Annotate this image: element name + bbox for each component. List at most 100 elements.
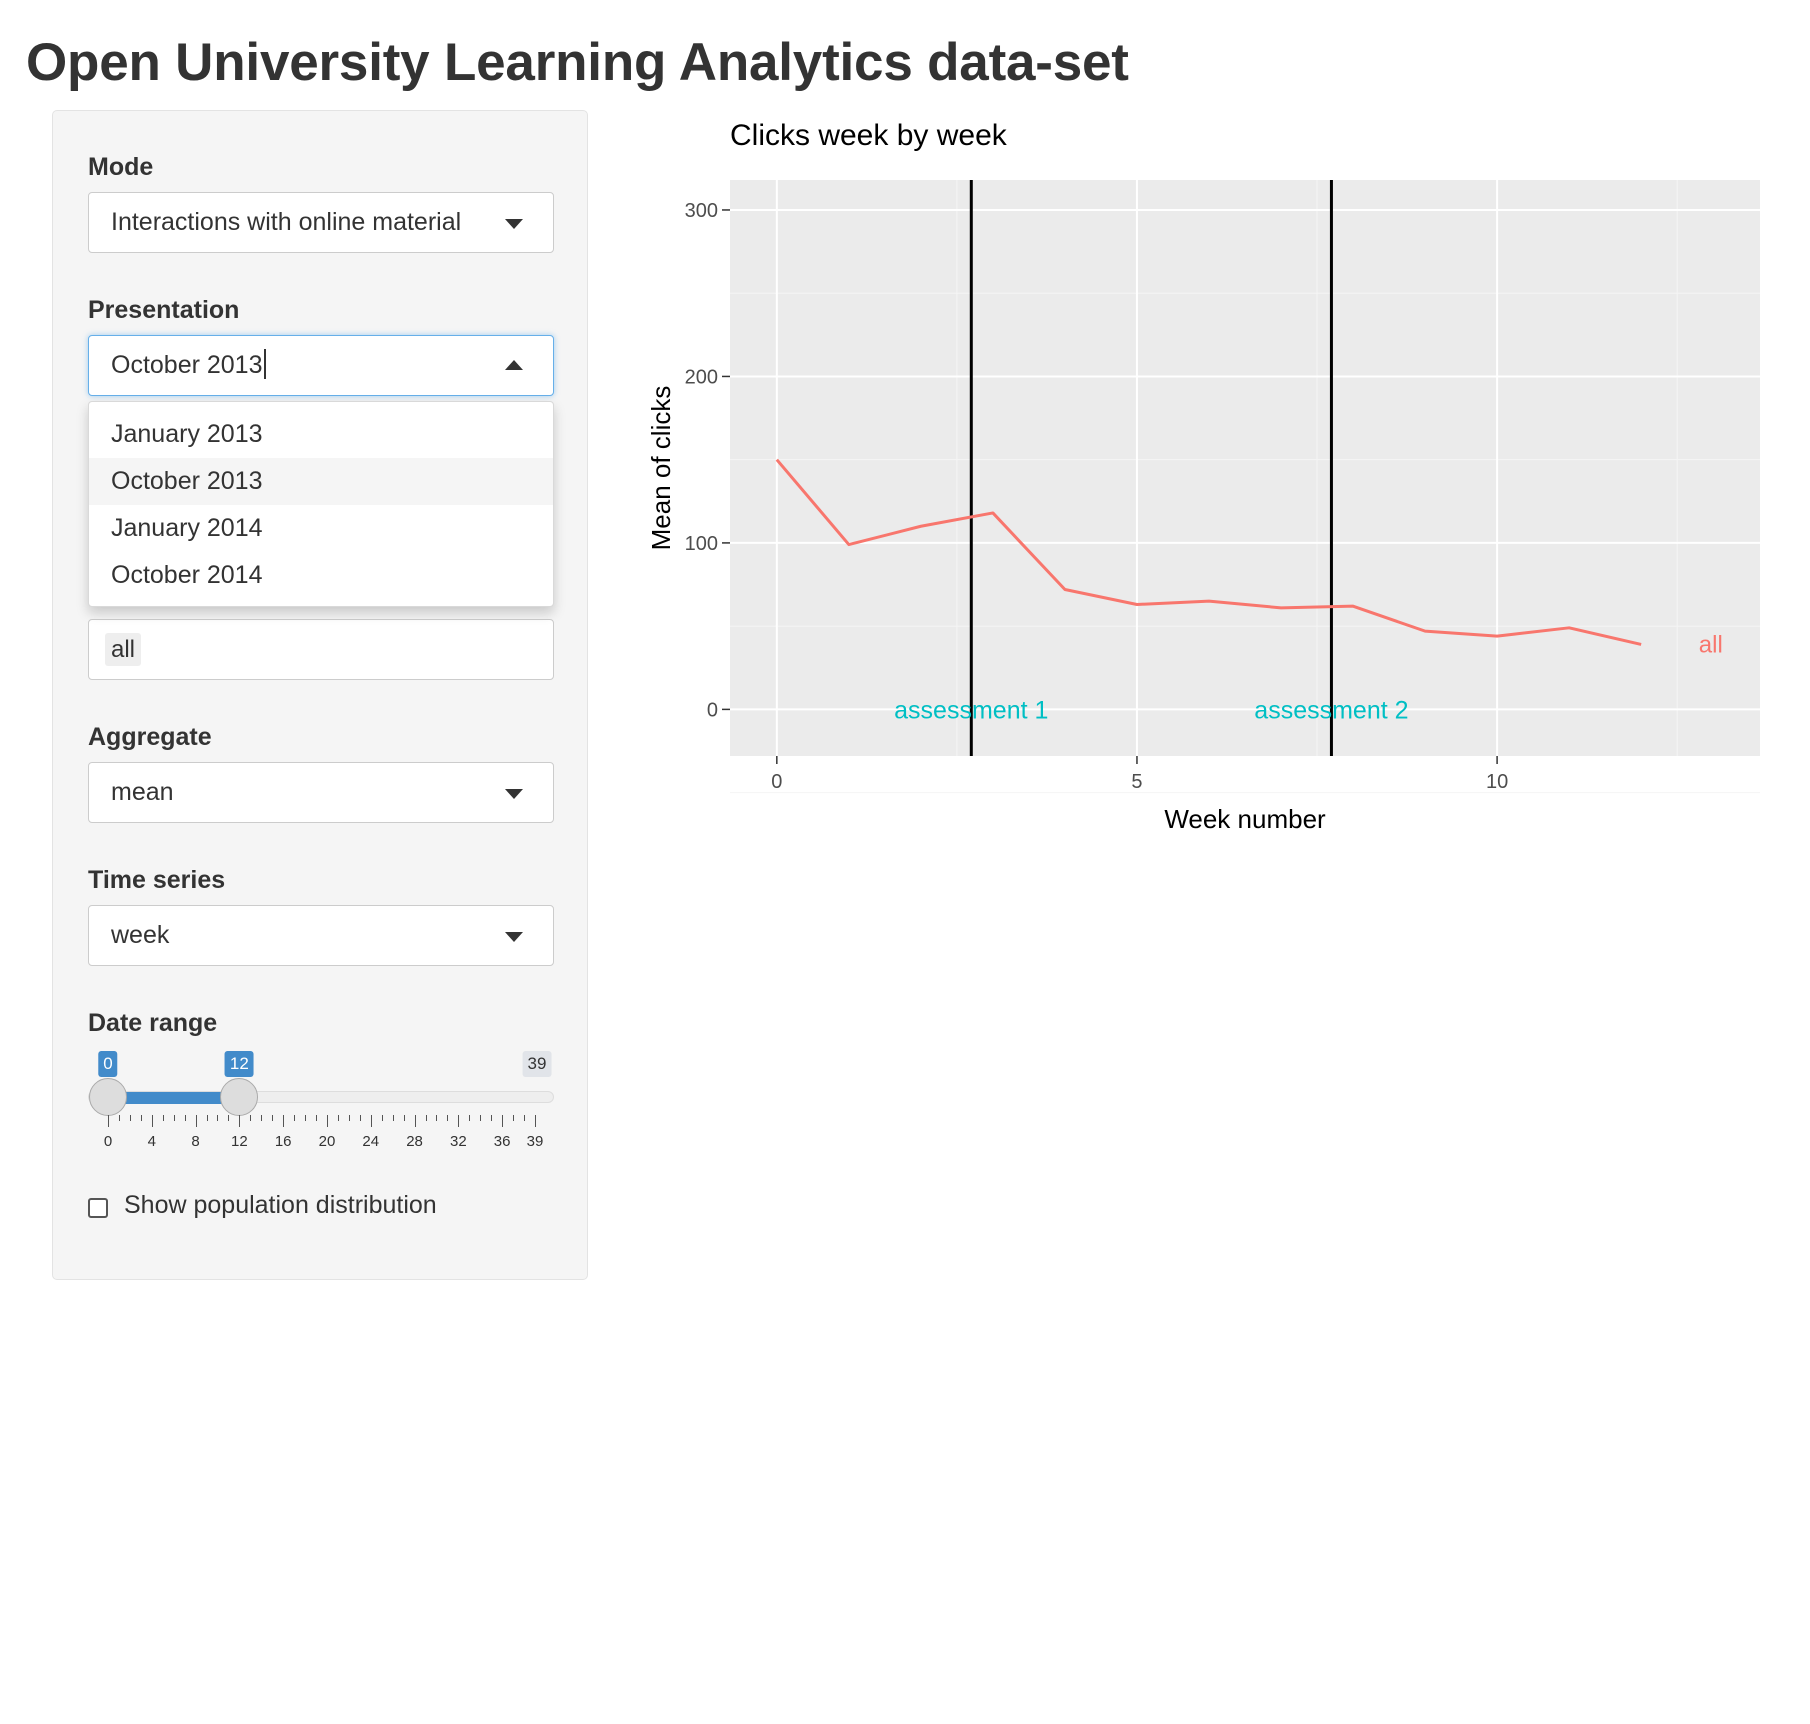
chevron-down-icon bbox=[505, 932, 523, 942]
chevron-down-icon bbox=[505, 789, 523, 799]
presentation-label: Presentation bbox=[88, 296, 240, 324]
slider-grid-label: 4 bbox=[147, 1133, 156, 1150]
slider-major-tick bbox=[239, 1115, 241, 1127]
page-title: Open University Learning Analytics data-… bbox=[26, 33, 1129, 92]
slider-major-tick bbox=[195, 1115, 197, 1127]
slider-minor-tick bbox=[184, 1115, 186, 1121]
slider-minor-tick bbox=[469, 1115, 471, 1121]
y-tick-label: 100 bbox=[685, 533, 718, 555]
slider-to-handle[interactable] bbox=[220, 1078, 259, 1116]
presentation-option-january-2014[interactable]: January 2014 bbox=[111, 514, 263, 542]
x-axis-label: Week number bbox=[1164, 804, 1326, 834]
slider-minor-tick bbox=[129, 1115, 131, 1121]
aggregate-label: Aggregate bbox=[88, 723, 212, 751]
presentation-option-october-2013[interactable]: October 2013 bbox=[89, 458, 553, 505]
slider-minor-tick bbox=[173, 1115, 175, 1121]
slider-minor-tick bbox=[316, 1115, 318, 1121]
group-filter-input[interactable]: all bbox=[88, 619, 554, 680]
population-checkbox[interactable] bbox=[88, 1198, 108, 1218]
slider-major-tick bbox=[108, 1115, 109, 1127]
y-tick-label: 300 bbox=[685, 200, 718, 222]
slider-minor-tick bbox=[480, 1115, 482, 1121]
slider-grid-label: 12 bbox=[231, 1133, 248, 1150]
slider-minor-tick bbox=[524, 1115, 526, 1121]
text-cursor bbox=[263, 349, 266, 380]
mode-select-value: Interactions with online material bbox=[111, 208, 462, 236]
slider-minor-tick bbox=[513, 1115, 515, 1121]
slider-minor-tick bbox=[403, 1115, 405, 1121]
slider-minor-tick bbox=[217, 1115, 219, 1121]
mode-select[interactable]: Interactions with online material bbox=[88, 192, 554, 253]
slider-minor-tick bbox=[250, 1115, 252, 1121]
aggregate-select-value: mean bbox=[111, 778, 174, 806]
slider-grid-label: 39 bbox=[526, 1133, 544, 1150]
slider-minor-tick bbox=[359, 1115, 361, 1121]
slider-major-tick bbox=[502, 1115, 504, 1127]
chart-title: Clicks week by week bbox=[730, 119, 1008, 152]
slider-minor-tick bbox=[206, 1115, 208, 1121]
time-series-select-value: week bbox=[111, 921, 170, 949]
slider-major-tick bbox=[151, 1115, 153, 1127]
slider-grid-label: 16 bbox=[274, 1133, 292, 1150]
slider-minor-tick bbox=[140, 1115, 142, 1121]
presentation-select[interactable]: October 2013 bbox=[88, 335, 554, 396]
slider-from-label: 0 bbox=[98, 1051, 118, 1077]
time-series-select[interactable]: week bbox=[88, 905, 554, 966]
date-range-label: Date range bbox=[88, 1009, 218, 1037]
slider-minor-tick bbox=[447, 1115, 449, 1121]
slider-to-label: 12 bbox=[224, 1051, 254, 1077]
slider-minor-tick bbox=[272, 1115, 274, 1121]
presentation-dropdown-menu: January 2013 October 2013 January 2014 O… bbox=[88, 401, 554, 607]
presentation-option-january-2013[interactable]: January 2013 bbox=[111, 420, 263, 448]
slider-minor-tick bbox=[118, 1115, 120, 1121]
assessment-2-label: assessment 2 bbox=[1254, 696, 1408, 724]
chevron-down-icon bbox=[505, 219, 523, 229]
plot-panel bbox=[730, 180, 1760, 756]
y-tick-label: 0 bbox=[707, 699, 718, 721]
slider-grid-label: 24 bbox=[362, 1133, 380, 1150]
slider-grid-label: 36 bbox=[493, 1133, 511, 1150]
slider-max-label: 39 bbox=[522, 1051, 552, 1077]
slider-major-tick bbox=[458, 1115, 460, 1127]
x-tick-label: 0 bbox=[771, 771, 782, 793]
sidebar-panel: Mode Interactions with online material P… bbox=[52, 110, 588, 1280]
slider-minor-tick bbox=[305, 1115, 307, 1121]
population-checkbox-label[interactable]: Show population distribution bbox=[124, 1191, 437, 1219]
time-series-label: Time series bbox=[88, 866, 226, 894]
series-label-all: all bbox=[1699, 631, 1723, 658]
slider-grid-label: 8 bbox=[191, 1133, 200, 1150]
slider-grid-label: 32 bbox=[450, 1133, 467, 1150]
aggregate-select[interactable]: mean bbox=[88, 762, 554, 823]
slider-minor-tick bbox=[381, 1115, 383, 1121]
clicks-chart: Clicks week by week all assessment 1 asses… bbox=[646, 119, 1760, 834]
presentation-select-value: October 2013 bbox=[111, 336, 266, 395]
slider-minor-tick bbox=[392, 1115, 394, 1121]
slider-major-tick bbox=[370, 1115, 372, 1127]
slider-minor-tick bbox=[436, 1115, 438, 1121]
x-tick-label: 5 bbox=[1131, 771, 1142, 793]
slider-minor-tick bbox=[337, 1115, 339, 1121]
slider-minor-tick bbox=[491, 1115, 493, 1121]
slider-major-tick bbox=[535, 1115, 536, 1127]
slider-major-tick bbox=[414, 1115, 416, 1127]
slider-major-tick bbox=[326, 1115, 328, 1127]
slider-minor-tick bbox=[162, 1115, 164, 1121]
date-range-slider-fill bbox=[108, 1092, 240, 1104]
slider-minor-tick bbox=[294, 1115, 296, 1121]
slider-minor-tick bbox=[348, 1115, 350, 1121]
slider-minor-tick bbox=[261, 1115, 263, 1121]
x-tick-label: 10 bbox=[1486, 771, 1508, 793]
slider-minor-tick bbox=[425, 1115, 427, 1121]
y-tick-label: 200 bbox=[685, 366, 718, 388]
mode-label: Mode bbox=[88, 153, 154, 181]
slider-from-handle[interactable] bbox=[89, 1078, 127, 1116]
presentation-option-october-2014[interactable]: October 2014 bbox=[111, 561, 263, 589]
slider-major-tick bbox=[283, 1115, 285, 1127]
slider-minor-tick bbox=[228, 1115, 230, 1121]
slider-grid-label: 20 bbox=[318, 1133, 336, 1150]
assessment-1-label: assessment 1 bbox=[894, 696, 1048, 724]
slider-grid-label: 0 bbox=[103, 1133, 113, 1150]
filter-chip-all[interactable]: all bbox=[105, 633, 142, 666]
slider-grid-label: 28 bbox=[406, 1133, 423, 1150]
chevron-up-icon bbox=[505, 360, 523, 370]
